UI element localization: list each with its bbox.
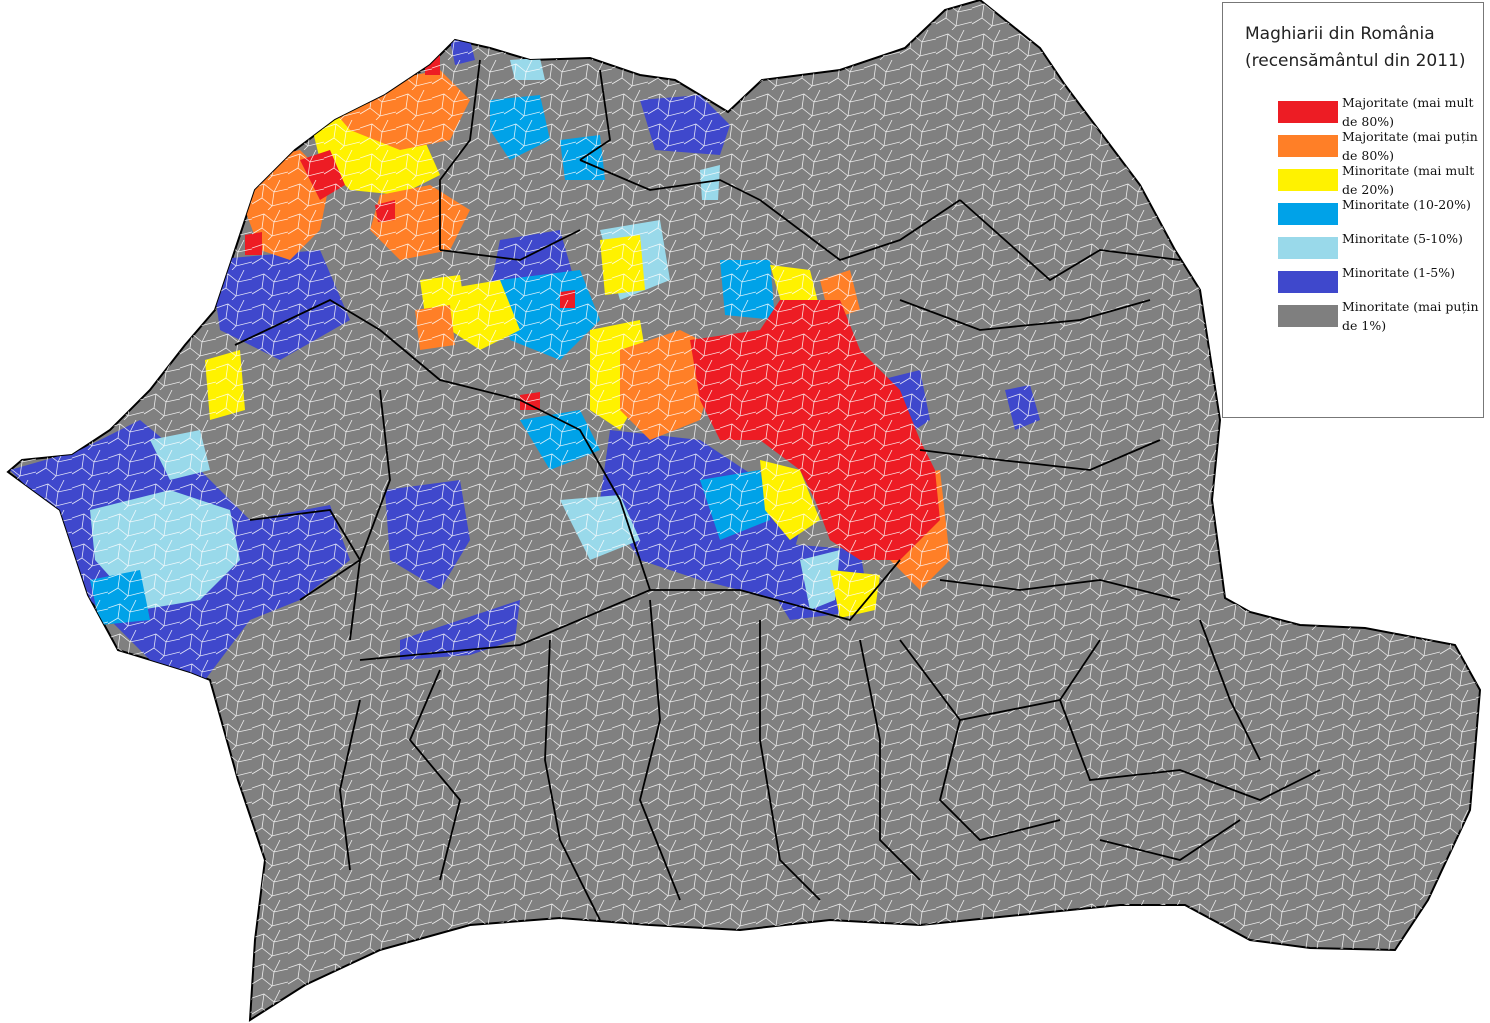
legend-title-line1: Maghiarii din România bbox=[1245, 24, 1435, 44]
legend-swatch bbox=[1278, 101, 1338, 123]
legend-item: Minoritate (1-5%) bbox=[1278, 263, 1483, 297]
legend-items: Majoritate (mai mult de 80%) Majoritate … bbox=[1278, 93, 1483, 333]
map-legend: Maghiarii din România (recensământul din… bbox=[1222, 2, 1484, 418]
legend-label: Minoritate (mai mult de 20%) bbox=[1342, 163, 1475, 197]
legend-item: Minoritate (mai mult de 20%) bbox=[1278, 161, 1483, 197]
legend-item: Majoritate (mai puțin de 80%) bbox=[1278, 127, 1483, 163]
legend-swatch bbox=[1278, 135, 1338, 157]
legend-label: Majoritate (mai puțin de 80%) bbox=[1342, 129, 1478, 163]
legend-item: Majoritate (mai mult de 80%) bbox=[1278, 93, 1483, 129]
legend-swatch bbox=[1278, 305, 1338, 327]
legend-label: Minoritate (mai puțin de 1%) bbox=[1342, 299, 1479, 333]
county-borders bbox=[234, 59, 1321, 921]
legend-item: Minoritate (5-10%) bbox=[1278, 229, 1483, 263]
legend-swatch bbox=[1278, 271, 1338, 293]
legend-title-line2: (recensământul din 2011) bbox=[1245, 51, 1466, 71]
legend-label: Minoritate (1-5%) bbox=[1342, 265, 1455, 280]
legend-label: Minoritate (10-20%) bbox=[1342, 197, 1471, 212]
legend-title: Maghiarii din România (recensământul din… bbox=[1245, 21, 1475, 75]
legend-label: Majoritate (mai mult de 80%) bbox=[1342, 95, 1474, 129]
legend-item: Minoritate (10-20%) bbox=[1278, 195, 1483, 229]
legend-swatch bbox=[1278, 203, 1338, 225]
legend-swatch bbox=[1278, 169, 1338, 191]
legend-label: Minoritate (5-10%) bbox=[1342, 231, 1463, 246]
legend-swatch bbox=[1278, 237, 1338, 259]
legend-item: Minoritate (mai puțin de 1%) bbox=[1278, 297, 1483, 333]
